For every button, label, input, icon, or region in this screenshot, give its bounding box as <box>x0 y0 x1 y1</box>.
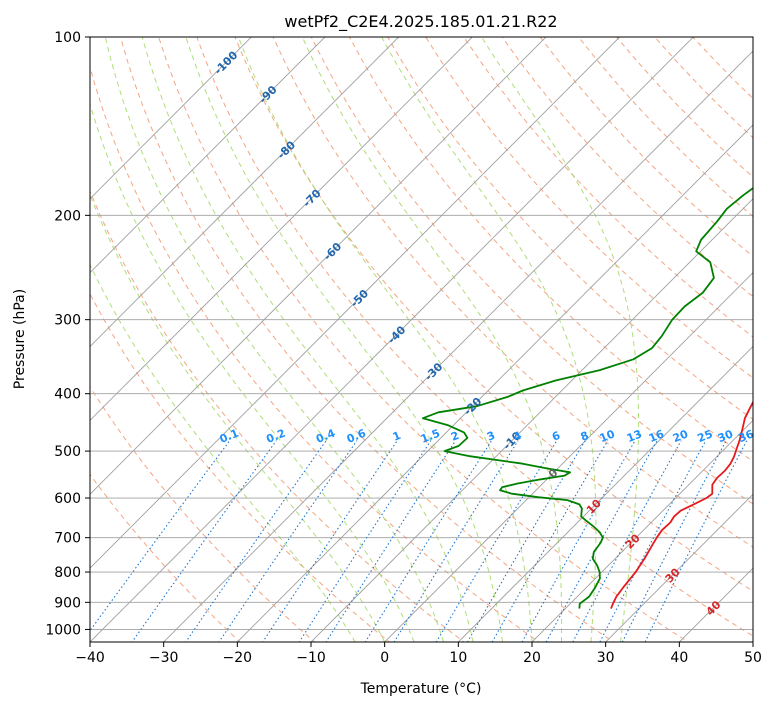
mixing-ratio-label: 36 <box>737 427 756 445</box>
mixing-ratio-label: 20 <box>671 427 690 445</box>
mixing-ratio-line <box>491 440 609 642</box>
y-tick-label: 100 <box>54 30 81 46</box>
x-tick-label: 0 <box>380 650 389 666</box>
mixing-ratio-label: 10 <box>598 427 617 445</box>
isotherms <box>90 37 753 642</box>
mixing-ratio-line <box>435 440 558 642</box>
isotherm-line <box>384 272 753 642</box>
isotherm-line <box>457 345 753 642</box>
x-tick-label: 20 <box>523 650 541 666</box>
dewpoint-line <box>422 186 753 609</box>
y-axis-ticks: 100 200 300 400 500 600 700 800 900 1000 <box>45 30 90 638</box>
mixing-ratio-label: 1 <box>391 429 403 444</box>
y-tick-label: 800 <box>54 565 81 581</box>
mixing-ratio-line <box>262 440 398 642</box>
isotherm-line <box>90 37 326 274</box>
isotherm-line <box>531 419 753 642</box>
chart-title: wetPf2_C2E4.2025.185.01.21.R22 <box>284 12 557 32</box>
dry-adiabat-line <box>90 190 465 642</box>
moist-adiabat-line <box>185 37 503 642</box>
mixing-ratio-line <box>545 440 658 642</box>
isotherm-line <box>310 198 753 642</box>
y-tick-label: 600 <box>54 491 81 507</box>
dry-adiabats <box>90 37 753 642</box>
dry-adiabat-line <box>425 37 753 379</box>
isotherm-line <box>90 37 252 200</box>
isotherm-line <box>90 37 473 422</box>
mixing-ratio-label: 8 <box>579 429 591 444</box>
y-tick-label: 1000 <box>45 622 81 638</box>
moist-adiabat-line <box>301 37 563 642</box>
isotherm-line <box>90 37 547 495</box>
moist-adiabat-line <box>90 263 356 642</box>
moist-adiabat-line <box>481 37 640 642</box>
x-tick-label: 30 <box>597 650 615 666</box>
y-tick-label: 400 <box>54 387 81 403</box>
mixing-ratio-line <box>364 440 493 642</box>
isotherm-line <box>90 37 621 569</box>
y-tick-label: 900 <box>54 595 81 611</box>
mixing-ratio-line <box>393 440 519 642</box>
temperature-line <box>610 400 753 609</box>
y-tick-label: 200 <box>54 208 81 224</box>
mixing-ratio-line <box>521 440 636 642</box>
moist-adiabat-line <box>381 37 597 642</box>
plot-area: -100-90-80-70-60-50-40-30-20-10010203040… <box>90 37 756 642</box>
mixing-ratio-label: 30 <box>716 427 735 445</box>
sounding-traces <box>422 186 753 609</box>
y-axis-label: Pressure (hPa) <box>12 289 28 389</box>
plot-frame <box>89 36 754 643</box>
y-tick-label: 500 <box>54 444 81 460</box>
dry-adiabat-line <box>90 386 316 642</box>
dry-adiabat-line <box>348 37 753 462</box>
dry-adiabat-line <box>90 65 540 642</box>
mixing-ratio-label: 13 <box>625 427 644 445</box>
mixing-ratio-line <box>131 440 277 642</box>
moist-adiabat-line <box>104 37 445 642</box>
x-tick-label: −30 <box>149 650 179 666</box>
mixing-ratio-line <box>572 440 682 642</box>
x-tick-label: −20 <box>223 650 253 666</box>
mixing-ratio-line <box>466 440 586 642</box>
isotherm-line <box>90 37 694 642</box>
x-tick-label: −40 <box>75 650 105 666</box>
isotherm-line <box>90 37 400 348</box>
mixing-ratio-label: 2 <box>449 429 461 444</box>
x-tick-label: −10 <box>296 650 326 666</box>
mixing-ratio-line <box>644 440 748 642</box>
mixing-ratio-line <box>218 440 358 642</box>
isotherm-line <box>163 50 753 642</box>
dry-adiabat-line <box>90 293 391 642</box>
pressure-gridlines <box>90 37 753 630</box>
y-tick-label: 300 <box>54 313 81 329</box>
mixing-ratio-lines <box>90 440 748 642</box>
x-axis-label: Temperature (°C) <box>360 681 482 697</box>
dry-adiabat-line <box>310 37 753 505</box>
dry-adiabat-line <box>196 37 753 637</box>
mixing-ratio-label: 25 <box>696 427 715 445</box>
dry-adiabat-line <box>463 37 753 338</box>
isotherm-line <box>605 493 753 642</box>
x-axis-ticks: −40 −30 −20 −10 0 10 20 30 40 50 <box>75 642 762 666</box>
dry-adiabat-line <box>158 37 690 642</box>
moist-adiabat-line <box>90 193 386 642</box>
x-tick-label: 40 <box>670 650 688 666</box>
mixing-ratio-line <box>599 440 707 642</box>
x-tick-label: 10 <box>449 650 467 666</box>
y-tick-label: 700 <box>54 531 81 547</box>
x-tick-label: 50 <box>744 650 762 666</box>
moist-adiabat-line <box>141 37 474 642</box>
dry-adiabat-line <box>90 473 241 642</box>
isotherm-line <box>236 124 753 642</box>
mixing-ratio-label: 16 <box>647 427 666 445</box>
mixing-ratio-label: 3 <box>485 429 497 444</box>
